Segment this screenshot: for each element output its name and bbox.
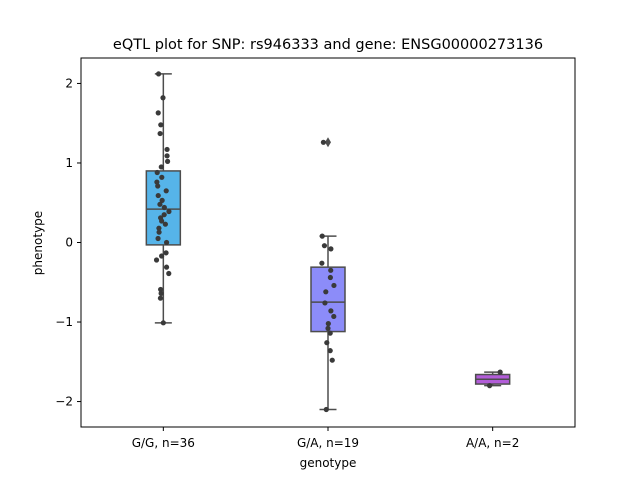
data-point: [155, 71, 162, 77]
data-point: [158, 122, 164, 128]
x-tick-label: A/A, n=2: [466, 436, 519, 450]
data-point: [329, 357, 335, 363]
data-point: [163, 250, 169, 256]
data-point: [159, 174, 165, 180]
data-point: [328, 267, 334, 273]
data-point: [157, 295, 164, 301]
outlier-marker: [325, 137, 331, 148]
data-point: [319, 260, 325, 266]
data-point: [323, 289, 329, 295]
data-point: [155, 183, 161, 189]
y-tick-label: 2: [65, 76, 73, 90]
data-point: [331, 282, 337, 289]
data-point: [497, 369, 503, 375]
data-point: [158, 290, 164, 296]
data-point: [164, 158, 171, 164]
data-point: [155, 235, 161, 242]
box-group-3: [474, 369, 511, 389]
chart-title: eQTL plot for SNP: rs946333 and gene: EN…: [113, 37, 543, 53]
data-point: [159, 253, 165, 259]
data-point: [322, 300, 328, 306]
data-point: [321, 243, 328, 249]
y-tick-label: 0: [65, 236, 73, 250]
data-point: [327, 330, 333, 336]
data-point: [325, 325, 331, 331]
plot-area: [145, 71, 511, 413]
data-point: [161, 204, 167, 211]
data-point: [160, 320, 166, 326]
x-axis: G/G, n=36 G/A, n=19 A/A, n=2: [132, 427, 519, 450]
y-tick-label: −1: [55, 315, 73, 329]
data-point: [157, 130, 163, 137]
data-point: [153, 257, 160, 263]
plot-frame: [80, 57, 576, 428]
y-axis-label: phenotype: [31, 211, 45, 275]
data-point: [328, 308, 334, 314]
y-axis: −2 −1 0 1 2: [55, 76, 81, 409]
data-point: [154, 179, 160, 185]
data-point: [323, 406, 329, 413]
x-axis-label: genotype: [300, 456, 357, 470]
data-point: [160, 95, 166, 101]
data-point: [163, 264, 170, 270]
y-tick-label: −2: [55, 395, 73, 409]
data-point: [158, 164, 164, 170]
data-point: [161, 212, 167, 218]
data-point: [166, 208, 172, 215]
data-point: [327, 274, 333, 281]
data-point: [155, 192, 161, 199]
data-point: [158, 286, 164, 293]
data-point: [331, 313, 337, 320]
data-point: [164, 153, 170, 159]
box-group-2: [310, 137, 346, 413]
x-tick-label: G/A, n=19: [297, 436, 359, 450]
data-point: [324, 340, 330, 346]
data-point: [156, 225, 162, 231]
data-point: [163, 188, 169, 194]
data-point: [157, 201, 163, 207]
data-point: [164, 146, 170, 153]
x-tick-label: G/G, n=36: [132, 436, 195, 450]
data-point: [159, 197, 165, 203]
box-group-1: [145, 71, 182, 326]
data-point: [155, 110, 161, 116]
data-point: [325, 321, 331, 327]
data-point: [487, 383, 493, 389]
data-point: [162, 221, 168, 227]
data-point: [328, 246, 334, 252]
data-point: [320, 139, 327, 145]
data-point: [156, 229, 162, 235]
data-point: [166, 270, 172, 277]
y-tick-label: 1: [65, 156, 73, 170]
data-point: [327, 348, 333, 354]
data-point: [154, 169, 160, 176]
data-point: [159, 218, 165, 224]
data-point: [163, 239, 170, 246]
data-point: [319, 233, 325, 239]
